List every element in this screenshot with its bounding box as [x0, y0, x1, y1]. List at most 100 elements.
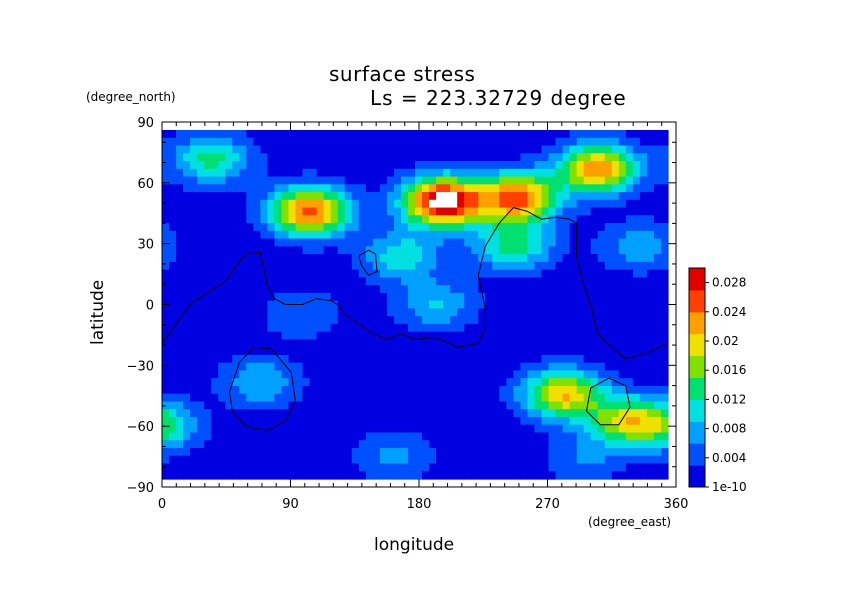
field-cell — [351, 292, 360, 302]
field-cell — [239, 323, 247, 333]
field-cell — [351, 285, 360, 294]
field-cell — [639, 455, 648, 465]
field-cell — [506, 277, 514, 286]
field-cell — [183, 354, 191, 364]
field-cell — [562, 145, 571, 154]
field-cell — [260, 192, 269, 201]
field-cell — [197, 184, 205, 193]
field-cell — [653, 339, 662, 348]
field-cell — [204, 269, 212, 278]
field-cell — [183, 261, 191, 271]
field-cell — [471, 471, 479, 480]
field-cell — [597, 354, 606, 364]
field-cell — [309, 207, 318, 216]
field-cell — [330, 409, 339, 418]
field-cell — [555, 308, 564, 317]
field-cell — [400, 354, 409, 364]
field-cell — [450, 424, 458, 434]
field-cell — [309, 447, 318, 457]
field-cell — [372, 137, 381, 147]
field-cell — [590, 385, 599, 395]
field-cell — [646, 285, 655, 294]
field-cell — [625, 145, 634, 154]
field-cell — [520, 455, 529, 465]
field-cell — [358, 246, 367, 255]
field-cell — [590, 370, 599, 379]
field-cell — [365, 401, 374, 410]
field-cell — [562, 246, 571, 255]
field-cell — [379, 184, 388, 193]
field-cell — [597, 316, 606, 325]
field-cell — [183, 192, 191, 201]
field-cell — [499, 455, 507, 465]
field-cell — [618, 300, 627, 309]
field-cell — [372, 347, 381, 356]
topography-contour-line — [161, 207, 669, 360]
field-cell — [204, 447, 212, 457]
field-cell — [639, 385, 648, 395]
field-cell — [492, 145, 500, 154]
field-cell — [393, 254, 402, 263]
field-cell — [506, 424, 514, 434]
field-cell — [281, 230, 290, 240]
field-cell — [478, 153, 486, 162]
field-cell — [604, 254, 613, 263]
field-cell — [653, 130, 662, 139]
field-cell — [436, 292, 444, 302]
field-cell — [351, 339, 360, 348]
field-cell — [457, 455, 465, 465]
field-cell — [541, 269, 550, 278]
field-cell — [611, 354, 620, 364]
field-cell — [583, 347, 592, 356]
field-cell — [316, 238, 325, 247]
field-cell — [218, 455, 226, 465]
field-cell — [379, 424, 388, 434]
field-cell — [246, 300, 254, 309]
field-cell — [351, 455, 360, 465]
field-cell — [485, 161, 493, 170]
field-cell — [625, 215, 634, 224]
field-cell — [274, 354, 283, 364]
field-cell — [513, 331, 522, 340]
field-cell — [288, 238, 297, 247]
field-cell — [506, 354, 514, 364]
field-cell — [323, 223, 332, 232]
field-cell — [302, 207, 311, 216]
field-cell — [471, 269, 479, 278]
field-cell — [653, 292, 662, 302]
field-cell — [436, 385, 444, 395]
field-cell — [358, 370, 367, 379]
field-cell — [281, 199, 290, 209]
field-cell — [204, 153, 212, 162]
field-cell — [660, 285, 669, 294]
field-cell — [190, 269, 198, 278]
field-cell — [393, 238, 402, 247]
field-cell — [485, 130, 493, 139]
field-cell — [309, 137, 318, 147]
field-cell — [169, 455, 177, 465]
field-cell — [632, 261, 641, 271]
field-cell — [211, 331, 219, 340]
field-cell — [393, 378, 402, 387]
field-cell — [415, 308, 423, 317]
field-cell — [562, 347, 571, 356]
field-cell — [386, 269, 395, 278]
field-cell — [436, 261, 444, 271]
field-cell — [632, 323, 641, 333]
field-cell — [190, 447, 198, 457]
field-cell — [597, 215, 606, 224]
field-cell — [450, 176, 458, 185]
field-cell — [660, 230, 669, 240]
field-cell — [485, 323, 493, 333]
colorbar-segment — [689, 289, 705, 313]
field-cell — [429, 370, 437, 379]
field-cell — [204, 424, 212, 434]
field-cell — [281, 432, 290, 441]
field-cell — [597, 440, 606, 449]
field-cell — [464, 277, 472, 286]
field-cell — [407, 393, 416, 403]
field-cell — [590, 331, 599, 340]
field-cell — [190, 409, 198, 418]
field-cell — [225, 432, 233, 441]
field-cell — [344, 292, 353, 302]
